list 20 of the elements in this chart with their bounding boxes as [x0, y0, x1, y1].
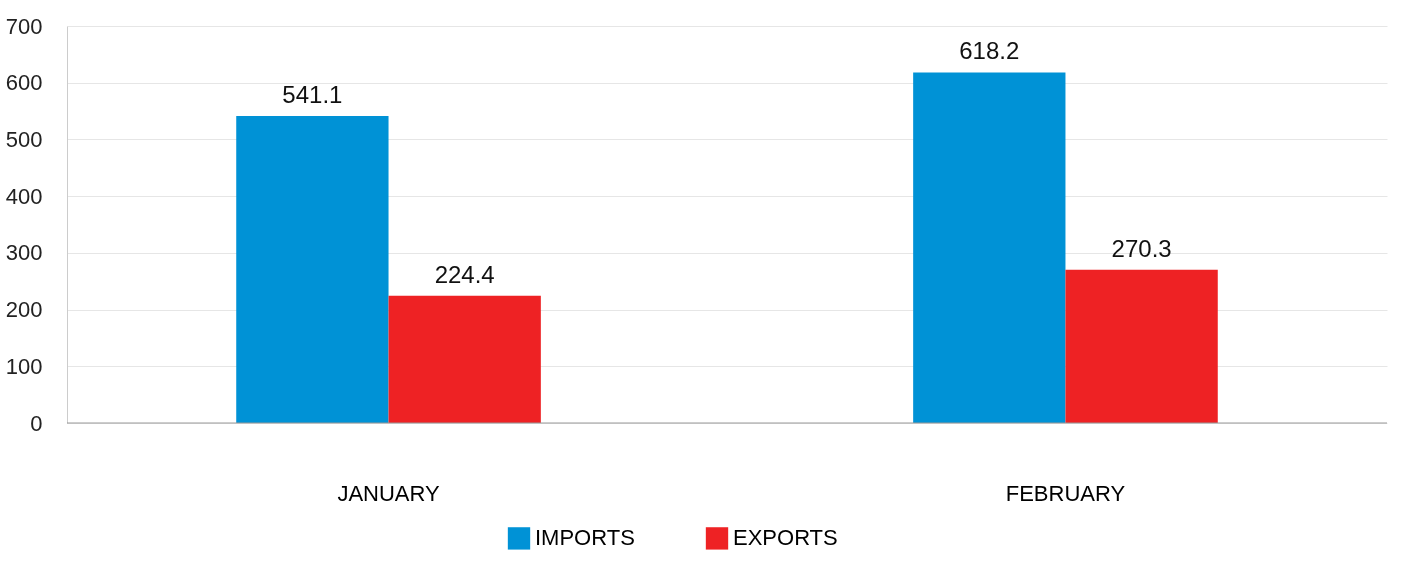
x-tick-label: FEBRUARY [1005, 480, 1126, 506]
bar [1065, 269, 1218, 423]
bar [388, 295, 541, 423]
y-tick-label: 300 [5, 240, 43, 266]
y-tick-label: 500 [5, 126, 43, 152]
data-label: 541.1 [282, 81, 343, 109]
x-tick-label: JANUARY [337, 480, 440, 506]
legend-label: IMPORTS [535, 525, 635, 551]
y-tick-label: 600 [5, 70, 43, 96]
bar [236, 116, 389, 423]
y-tick-label: 0 [30, 410, 43, 436]
y-tick-label: 100 [5, 353, 43, 379]
data-label: 224.4 [434, 260, 495, 288]
data-label: 270.3 [1111, 234, 1172, 262]
y-tick-label: 200 [5, 297, 43, 323]
y-tick-label: 700 [5, 13, 43, 39]
legend-label: EXPORTS [733, 525, 838, 551]
y-tick-label: 400 [5, 183, 43, 209]
bar [913, 72, 1066, 423]
data-label: 618.2 [959, 37, 1020, 65]
